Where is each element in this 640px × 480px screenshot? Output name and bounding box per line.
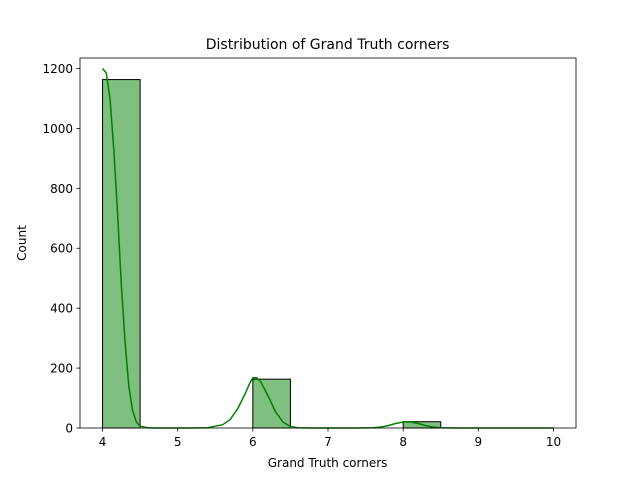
y-tick-label: 200 (50, 362, 73, 376)
y-tick-label: 0 (65, 422, 73, 436)
plot-frame (79, 57, 577, 429)
x-tick-label: 6 (249, 435, 257, 449)
chart-title: Distribution of Grand Truth corners (206, 37, 450, 53)
x-tick-label: 7 (324, 435, 332, 449)
bars-layer (102, 79, 442, 429)
x-tick-label: 4 (99, 435, 107, 449)
x-tick-label: 8 (399, 435, 407, 449)
y-tick-label: 600 (50, 242, 73, 256)
axes-layer: 4 5 6 7 8 9 10 0 200 400 600 800 1000 1200 (42, 57, 577, 449)
kde-layer (101, 68, 554, 429)
y-tick-label: 800 (50, 182, 73, 196)
y-tick-label: 400 (50, 302, 73, 316)
y-tick-label: 1200 (42, 62, 73, 76)
x-axis-label: Grand Truth corners (268, 456, 388, 470)
histogram-bar (102, 79, 141, 429)
y-tick-label: 1000 (42, 122, 73, 136)
x-tick-label: 10 (546, 435, 561, 449)
kde-line (101, 68, 554, 429)
x-tick-label: 5 (174, 435, 182, 449)
y-axis-label: Count (15, 225, 29, 261)
x-tick-label: 9 (474, 435, 482, 449)
